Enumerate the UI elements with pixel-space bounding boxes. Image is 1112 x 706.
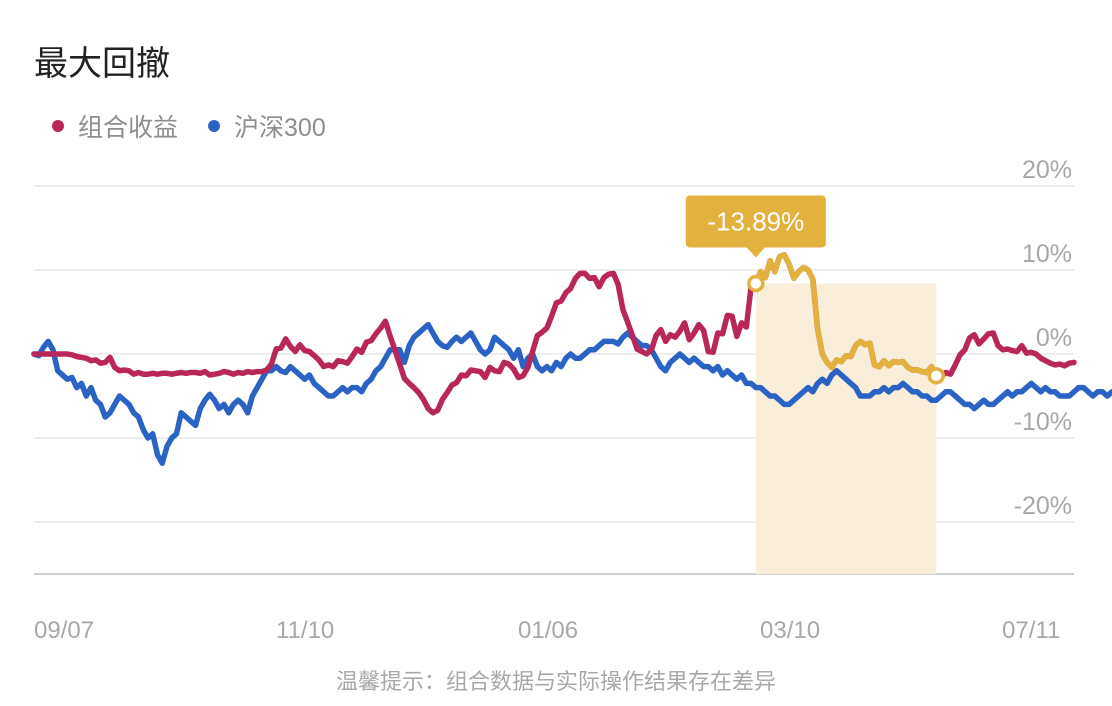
drawdown-trough-marker bbox=[927, 367, 946, 385]
x-tick-label: 09/07 bbox=[34, 617, 94, 644]
x-tick-label: 07/11 bbox=[1002, 617, 1060, 644]
drawdown-tooltip-arrow bbox=[746, 247, 765, 258]
y-tick-label: 20% bbox=[1022, 156, 1072, 184]
x-tick-label: 11/10 bbox=[276, 617, 334, 644]
y-tick-label: -20% bbox=[1014, 492, 1072, 520]
drawdown-tooltip-box bbox=[685, 195, 826, 248]
series-lines bbox=[31, 252, 1112, 466]
drawdown-peak-marker bbox=[747, 274, 765, 293]
legend-label-hs300: 沪深300 bbox=[234, 114, 326, 142]
legend-dot-hs300 bbox=[208, 120, 221, 132]
y-tick-label: 0% bbox=[1036, 324, 1072, 352]
y-axis-labels: 20% 10% 0% -10% -20% bbox=[1014, 156, 1072, 520]
legend-label-portfolio: 组合收益 bbox=[78, 114, 179, 142]
x-axis-labels: 09/07 11/10 01/06 03/10 07/11 bbox=[34, 617, 1060, 644]
y-tick-label: -10% bbox=[1014, 408, 1072, 436]
legend: 组合收益 沪深300 bbox=[52, 108, 326, 144]
drawdown-line bbox=[753, 252, 940, 379]
legend-dot-portfolio bbox=[52, 120, 64, 132]
x-tick-label: 01/06 bbox=[518, 617, 578, 644]
footnote: 温馨提示：组合数据与实际操作结果存在差异 bbox=[335, 669, 776, 694]
legend-item-portfolio[interactable]: 组合收益 bbox=[52, 108, 178, 144]
drawdown-value-label: -13.89% bbox=[707, 206, 804, 236]
x-tick-label: 03/10 bbox=[760, 617, 820, 644]
drawdown-shade bbox=[755, 283, 937, 574]
chart-title: 最大回撤 bbox=[34, 45, 170, 83]
drawdown-markers: -13.89% bbox=[685, 195, 946, 385]
legend-item-hs300[interactable]: 沪深300 bbox=[208, 108, 326, 144]
series-line-hs300 bbox=[31, 321, 1112, 466]
drawdown-area bbox=[755, 283, 937, 574]
y-tick-label: 10% bbox=[1022, 240, 1072, 268]
